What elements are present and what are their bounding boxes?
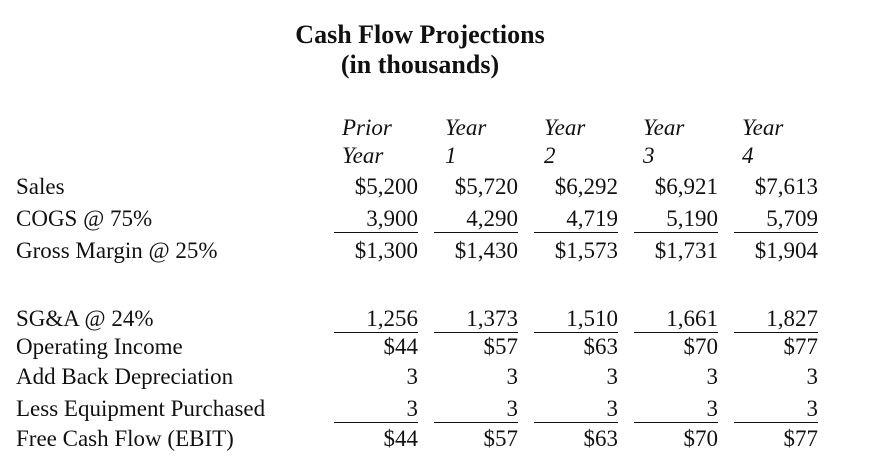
table-cell: $1,573 (554, 238, 618, 263)
column-header-line2: 2 (544, 143, 556, 168)
table-cell: $77 (783, 426, 819, 451)
table-cell: 3 (534, 396, 618, 423)
table-title: Cash Flow Projections (295, 20, 545, 49)
table-cell: $5,720 (454, 174, 518, 199)
row-label: COGS @ 75% (16, 206, 153, 231)
row-label: Sales (16, 174, 65, 199)
table-cell: 3 (506, 364, 519, 389)
table-cell: $1,731 (654, 238, 718, 263)
column-header: Year 4 (742, 114, 826, 170)
table-cell: 3 (406, 364, 419, 389)
table-cell: 4,290 (434, 206, 518, 233)
table-cell: 3 (706, 364, 719, 389)
table-cell: 3 (606, 364, 619, 389)
row-label: Free Cash Flow (EBIT) (16, 426, 234, 451)
table-subtitle: (in thousands) (340, 50, 500, 79)
table-cell: $7,613 (754, 174, 818, 199)
table-cell: $44 (383, 334, 419, 359)
column-header: Year 3 (643, 114, 727, 170)
table-cell: 1,510 (534, 306, 618, 333)
table-cell: $6,292 (554, 174, 618, 199)
table-cell: 3 (634, 396, 718, 423)
table-cell: 3 (806, 364, 819, 389)
column-header-line1: Year (742, 115, 784, 140)
table-cell: $1,430 (454, 238, 518, 263)
row-label: Add Back Depreciation (16, 364, 234, 389)
table-cell: 3,900 (334, 206, 418, 233)
column-header-line1: Year (643, 115, 685, 140)
table-cell: $63 (583, 334, 619, 359)
column-header-line1: Year (544, 115, 586, 140)
table-cell: 1,256 (334, 306, 418, 333)
table-cell: $77 (783, 334, 819, 359)
column-header: Prior Year (342, 114, 426, 170)
row-label: SG&A @ 24% (16, 306, 154, 331)
table-cell: 5,709 (734, 206, 818, 233)
column-header-line2: Year (342, 143, 384, 168)
row-label: Gross Margin @ 25% (16, 238, 218, 263)
table-cell: 3 (334, 396, 418, 423)
column-header: Year 2 (544, 114, 628, 170)
row-label: Less Equipment Purchased (16, 396, 266, 421)
table-cell: $57 (483, 334, 519, 359)
table-cell: $70 (683, 426, 719, 451)
table-cell: $63 (583, 426, 619, 451)
column-header: Year 1 (445, 114, 529, 170)
column-header-line2: 3 (643, 143, 655, 168)
column-header-line1: Year (445, 115, 487, 140)
column-header-line1: Prior (342, 115, 392, 140)
table-cell: $70 (683, 334, 719, 359)
table-cell: $6,921 (654, 174, 718, 199)
column-header-line2: 1 (445, 143, 457, 168)
table-cell: 1,827 (734, 306, 818, 333)
table-cell: 3 (434, 396, 518, 423)
table-cell: 1,373 (434, 306, 518, 333)
table-cell: 1,661 (634, 306, 718, 333)
table-cell: 5,190 (634, 206, 718, 233)
table-cell: $57 (483, 426, 519, 451)
table-cell: 3 (734, 396, 818, 423)
row-label: Operating Income (16, 334, 183, 359)
column-header-line2: 4 (742, 143, 754, 168)
table-cell: $44 (383, 426, 419, 451)
table-cell: $5,200 (354, 174, 418, 199)
table-cell: $1,300 (354, 238, 418, 263)
table-cell: $1,904 (754, 238, 818, 263)
table-cell: 4,719 (534, 206, 618, 233)
table-title-block: Cash Flow Projections (in thousands) (0, 20, 840, 80)
